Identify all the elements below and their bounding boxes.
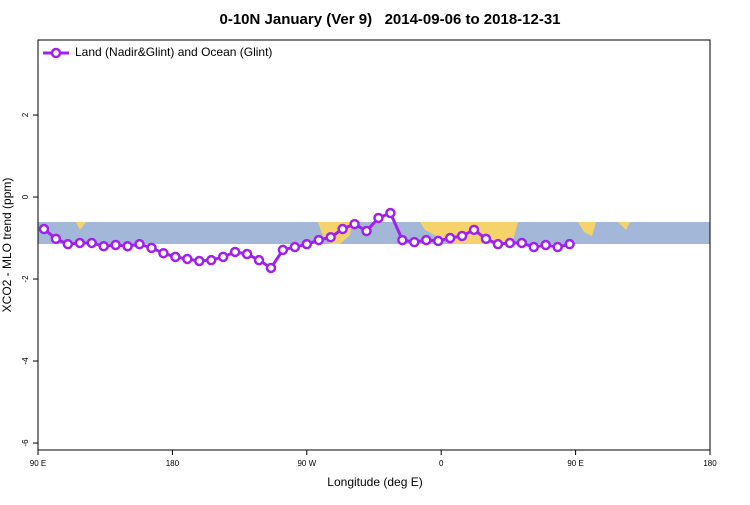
- legend-label: Land (Nadir&Glint) and Ocean (Glint): [75, 45, 272, 59]
- x-tick-label: 180: [703, 459, 717, 468]
- data-point: [349, 218, 360, 230]
- data-point: [552, 241, 563, 253]
- data-point: [265, 262, 277, 274]
- data-point: [146, 242, 157, 254]
- data-point: [122, 240, 133, 252]
- data-point: [540, 239, 551, 251]
- y-tick-label: 2: [21, 112, 30, 117]
- data-point: [337, 223, 348, 235]
- data-point: [158, 247, 169, 259]
- data-point: [74, 237, 86, 249]
- data-point: [110, 239, 121, 251]
- data-point: [277, 244, 289, 256]
- data-point: [432, 235, 444, 247]
- data-point: [421, 234, 432, 246]
- data-point: [385, 207, 396, 219]
- x-tick-label: 90 W: [297, 459, 316, 468]
- data-point: [170, 251, 181, 263]
- data-point: [492, 238, 504, 250]
- y-tick-label: -4: [21, 357, 30, 365]
- y-tick-label: -6: [21, 439, 30, 447]
- data-point: [468, 224, 480, 236]
- chart-title: 0-10N January (Ver 9) 2014-09-06 to 2018…: [219, 11, 560, 28]
- data-point: [98, 240, 109, 252]
- data-point: [241, 248, 253, 260]
- y-tick-label: 0: [21, 194, 30, 199]
- data-point: [205, 254, 217, 266]
- data-point: [516, 237, 528, 249]
- data-point: [564, 238, 575, 250]
- data-point: [361, 225, 372, 237]
- data-point: [62, 238, 74, 250]
- data-point: [194, 255, 205, 267]
- x-tick-label: 90 E: [567, 459, 583, 468]
- data-point: [409, 236, 420, 248]
- data-point: [528, 241, 540, 253]
- data-point: [50, 233, 62, 245]
- plot-frame: [37, 39, 711, 451]
- data-point: [289, 241, 301, 253]
- data-point: [253, 254, 265, 266]
- y-axis-label: XCO2 - MLO trend (ppm): [0, 178, 14, 313]
- data-point: [38, 223, 50, 235]
- data-point: [86, 237, 98, 249]
- data-point: [397, 234, 408, 246]
- data-point: [373, 212, 384, 224]
- data-point: [217, 251, 229, 263]
- y-tick-label: -2: [21, 275, 30, 283]
- x-tick-label: 180: [166, 459, 180, 468]
- legend-marker: [50, 47, 62, 59]
- data-point: [504, 237, 516, 249]
- data-point: [444, 232, 456, 244]
- data-point: [134, 238, 145, 250]
- data-point: [456, 230, 468, 242]
- data-point: [182, 253, 193, 265]
- x-tick-label: 0: [439, 459, 444, 468]
- x-axis-label: Longitude (deg E): [327, 475, 422, 489]
- data-point: [229, 246, 241, 258]
- data-point: [480, 233, 492, 245]
- data-point: [313, 234, 324, 246]
- x-tick-label: 90 E: [30, 459, 46, 468]
- data-point: [325, 231, 336, 243]
- data-point: [301, 238, 313, 250]
